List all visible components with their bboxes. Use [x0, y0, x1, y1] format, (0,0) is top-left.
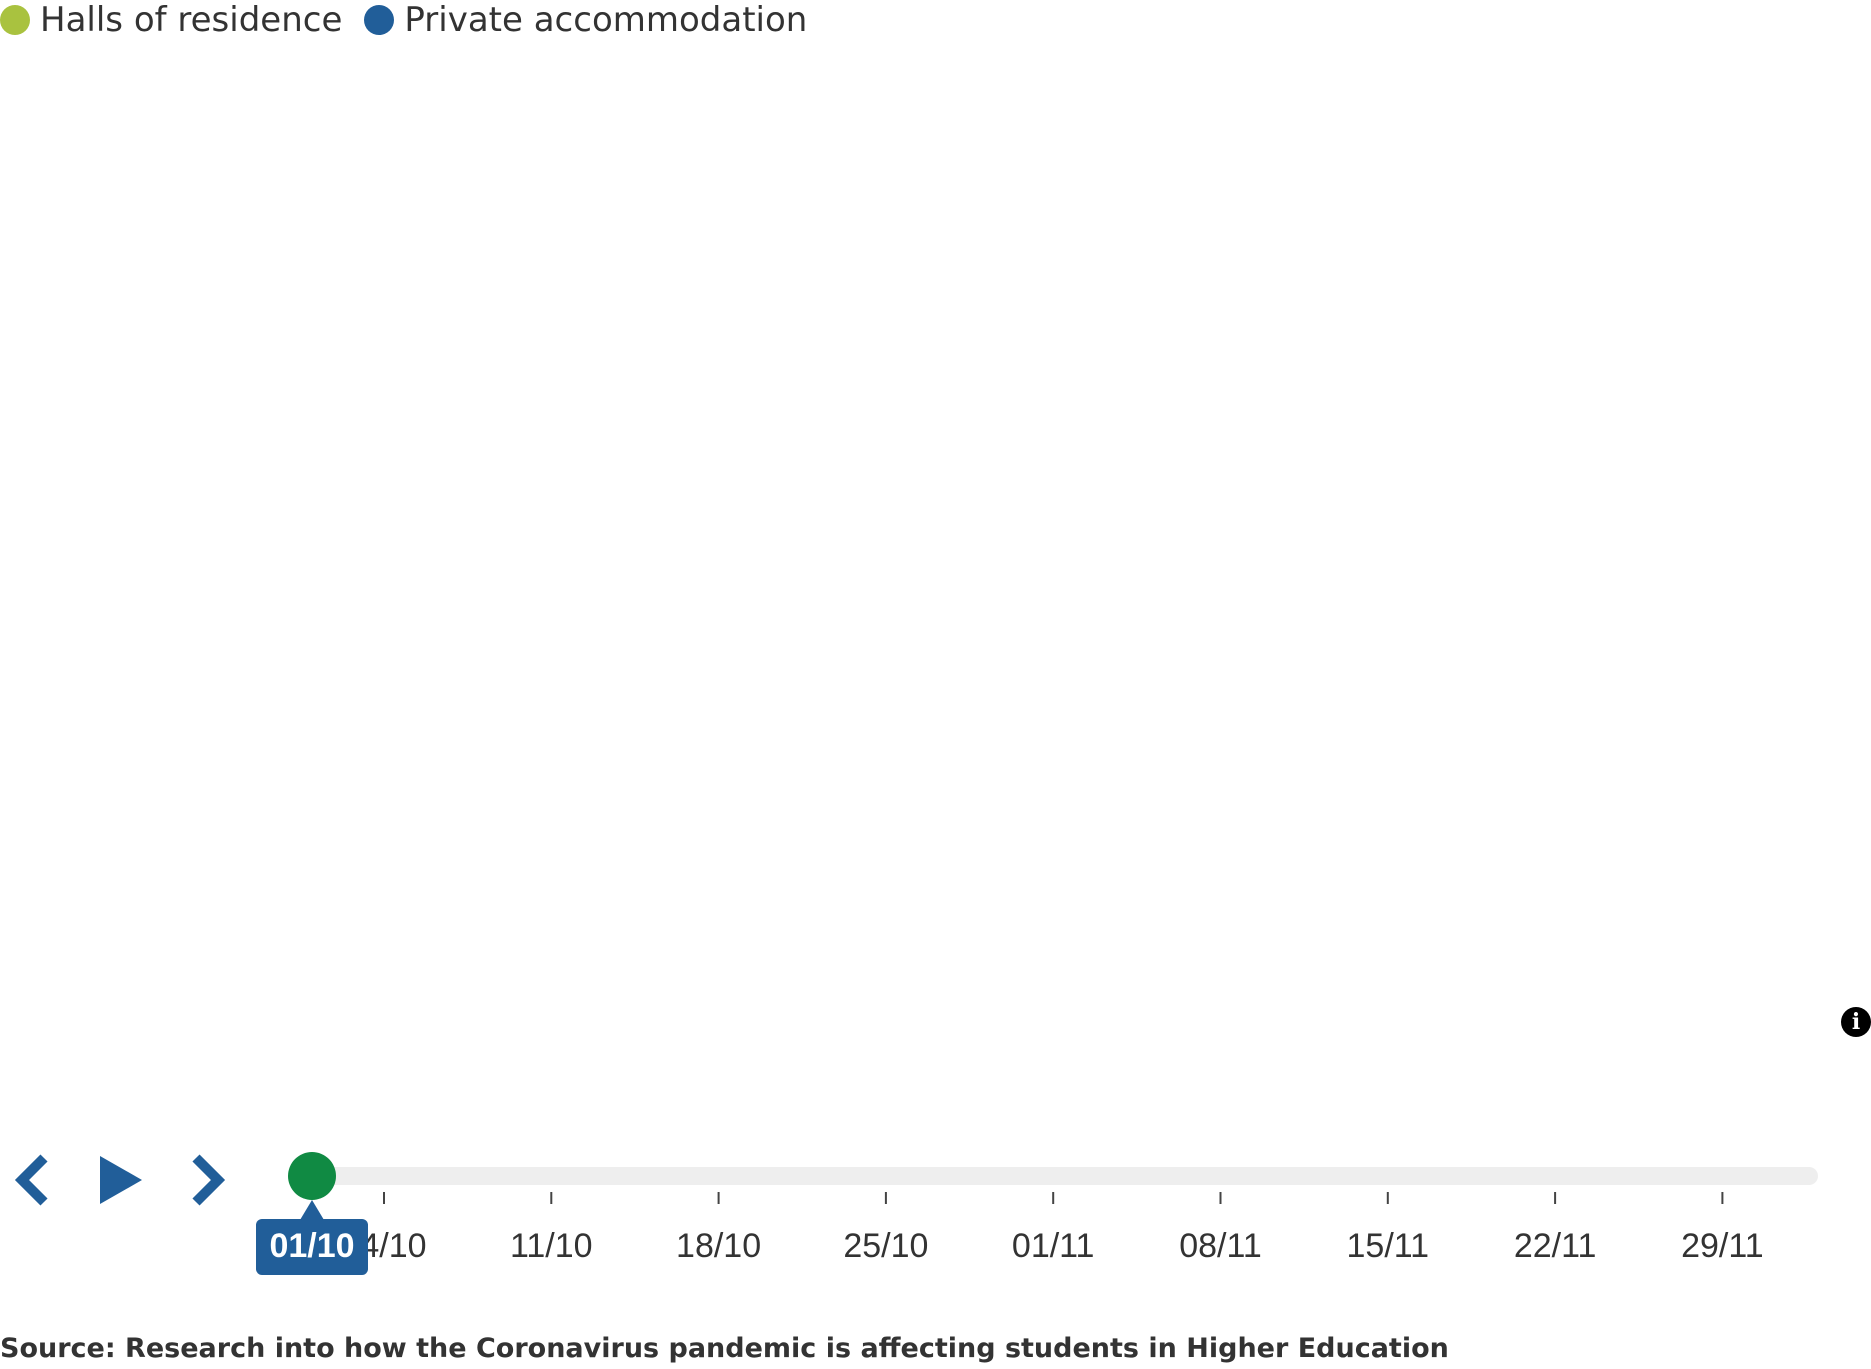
legend-item-halls[interactable]: Halls of residence — [0, 0, 342, 40]
play-icon[interactable] — [96, 1152, 146, 1208]
legend-dot-private — [364, 5, 395, 35]
source-note: Source: Research into how the Coronaviru… — [0, 1333, 1449, 1364]
timeline-tick-label[interactable]: 25/10 — [843, 1227, 928, 1265]
timeline-ticks: 04/10 11/10 18/10 25/10 01/11 08/11 15/11 22/11… — [341, 1192, 1764, 1265]
timeline-tick-label[interactable]: 01/11 — [1012, 1227, 1095, 1265]
timeline-tick-label[interactable]: 08/11 — [1179, 1227, 1262, 1265]
timeline-handle[interactable] — [288, 1152, 336, 1200]
timeline-tick-label[interactable]: 22/11 — [1514, 1227, 1597, 1265]
chevron-right-icon[interactable] — [186, 1152, 230, 1208]
legend-label-private: Private accommodation — [404, 0, 808, 40]
info-icon[interactable]: i — [1841, 1007, 1871, 1037]
current-date-badge-pointer — [300, 1200, 324, 1220]
timeline-current[interactable]: 01/10 — [256, 1152, 368, 1275]
chart-plot-area — [0, 50, 1871, 1130]
timeline-slider[interactable]: 04/10 11/10 18/10 25/10 01/11 08/11 15/11 22/11… — [0, 1130, 1871, 1290]
chevron-left-icon[interactable] — [10, 1152, 54, 1208]
legend-item-private[interactable]: Private accommodation — [364, 0, 807, 40]
timeline-tick-label[interactable]: 18/10 — [676, 1227, 761, 1265]
current-date-badge — [256, 1219, 368, 1275]
legend-label-halls: Halls of residence — [40, 0, 343, 40]
timeline-track[interactable] — [300, 1167, 1818, 1185]
timeline-tick-label[interactable]: 15/11 — [1347, 1227, 1430, 1265]
timeline-tick-label[interactable]: 29/11 — [1681, 1227, 1764, 1265]
legend-dot-halls — [0, 5, 30, 35]
legend: Halls of residence Private accommodation — [0, 0, 829, 40]
timeline-tick-label[interactable]: 11/10 — [510, 1227, 593, 1265]
current-date-label: 01/10 — [269, 1227, 354, 1265]
